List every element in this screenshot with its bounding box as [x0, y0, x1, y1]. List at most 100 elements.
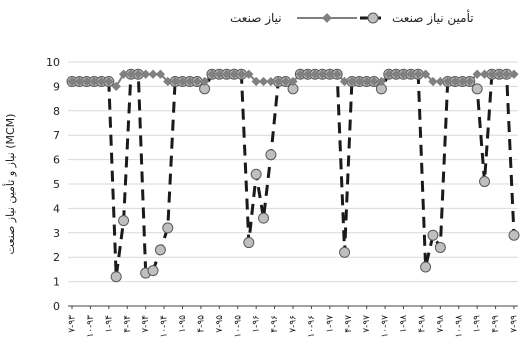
demand-point	[273, 76, 283, 87]
demand-point	[244, 69, 254, 79]
supply-point	[258, 212, 270, 224]
demand-point	[472, 69, 482, 79]
legend: نیاز صنعت تأمین نیاز صنعت	[230, 9, 474, 26]
demand-point	[104, 76, 114, 87]
x-tick-label: ۷-۹۷	[362, 315, 372, 333]
demand-point	[369, 76, 379, 87]
demand-point	[310, 69, 320, 79]
demand-point	[428, 76, 438, 87]
demand-point	[236, 69, 247, 79]
x-tick-label: ۴-۹۸	[417, 315, 427, 333]
demand-point	[398, 69, 409, 79]
demand-point	[339, 76, 350, 87]
y-tick-label: 8	[53, 105, 60, 118]
demand-point	[465, 76, 475, 87]
demand-point	[443, 76, 453, 87]
supply-point	[162, 222, 174, 234]
x-tick-label: ۱-۹۹	[473, 315, 483, 333]
legend-label-demand: نیاز صنعت	[230, 11, 282, 26]
demand-point	[266, 76, 276, 87]
x-tick-label: ۱-۹۴	[104, 315, 114, 333]
x-tick-label: ۱۰-۹۶	[307, 315, 317, 338]
demand-point	[502, 69, 512, 79]
demand-point	[420, 69, 431, 79]
demand-point	[281, 76, 291, 87]
gridlines	[68, 61, 518, 283]
demand-point	[118, 69, 129, 79]
x-axis-ticks: ۷-۹۳ ۱۰-۹۳ ۱-۹۴ ۴-۹۴ ۷-۹۴ ۱۰-۹۴ ۱-۹۵ ۴-۹۵ ۷-۹۵ ۱۰…	[68, 306, 520, 338]
demand-point	[332, 69, 342, 79]
demand-point	[457, 76, 468, 87]
demand-point	[435, 76, 445, 87]
x-tick-label: ۷-۹۶	[289, 315, 299, 333]
supply-point	[118, 215, 130, 227]
x-tick-label: ۱-۹۵	[178, 315, 188, 333]
demand-point	[384, 69, 394, 79]
demand-point	[229, 69, 239, 79]
demand-point	[163, 76, 173, 87]
supply-point	[147, 265, 159, 277]
demand-point	[74, 76, 84, 87]
supply-point	[508, 229, 520, 241]
y-axis-label: نیاز و تأمین نیاز صنعت (MCM)	[2, 114, 17, 255]
supply-point	[110, 271, 122, 283]
legend-marker-supply	[367, 12, 379, 24]
demand-point	[303, 69, 313, 79]
supply-point	[479, 176, 491, 188]
x-tick-label: ۱-۹۸	[399, 315, 409, 333]
demand-point	[258, 76, 269, 87]
demand-point	[295, 69, 305, 79]
demand-point	[288, 76, 298, 87]
supply-point	[265, 149, 277, 161]
x-tick-label: ۴-۹۹	[491, 315, 501, 333]
demand-point	[214, 69, 224, 79]
demand-point	[376, 76, 387, 87]
demand-point	[177, 76, 188, 87]
x-tick-label: ۷-۹۳	[68, 315, 78, 333]
x-tick-label: ۱۰-۹۳	[86, 315, 96, 338]
y-tick-label: 4	[53, 202, 60, 215]
demand-point	[199, 76, 210, 87]
x-tick-label: ۴-۹۵	[196, 315, 206, 333]
demand-point	[354, 76, 364, 87]
x-tick-label: ۴-۹۴	[123, 315, 133, 333]
y-tick-label: 2	[53, 251, 60, 264]
y-tick-label: 9	[53, 80, 60, 93]
demand-point	[494, 69, 504, 79]
supply-point	[250, 168, 262, 180]
demand-point	[347, 76, 357, 87]
demand-point	[141, 69, 151, 79]
supply-point	[154, 244, 166, 256]
demand-point	[185, 76, 195, 87]
x-tick-label: ۷-۹۵	[215, 315, 225, 333]
y-axis-ticks: 0 1 2 3 4 5 6 7 8 9 10	[46, 56, 60, 313]
x-tick-label: ۱۰-۹۴	[160, 315, 170, 338]
supply-point	[427, 229, 439, 241]
x-tick-label: ۷-۹۴	[141, 315, 151, 333]
demand-point	[111, 81, 121, 92]
y-tick-label: 5	[53, 178, 60, 191]
demand-point	[325, 69, 335, 79]
demand-point	[251, 76, 261, 87]
x-tick-label: ۱۰-۹۸	[454, 315, 464, 338]
y-tick-label: 0	[53, 300, 60, 313]
demand-point	[391, 69, 401, 79]
x-tick-label: ۷-۹۸	[436, 315, 446, 333]
series-layer	[66, 68, 520, 283]
x-tick-label: ۴-۹۷	[344, 315, 354, 333]
x-tick-label: ۱-۹۷	[325, 315, 335, 333]
demand-point	[207, 69, 217, 79]
demand-point	[479, 69, 490, 79]
supply-point	[471, 83, 483, 95]
demand-point	[133, 69, 143, 79]
demand-point	[192, 76, 202, 87]
demand-point	[82, 76, 92, 87]
legend-label-supply: تأمین نیاز صنعت	[392, 9, 474, 26]
demand-point	[67, 76, 77, 87]
y-tick-label: 1	[53, 276, 60, 289]
x-tick-label: ۱۰-۹۷	[381, 315, 391, 338]
y-tick-label: 10	[46, 56, 60, 69]
demand-point	[155, 69, 166, 79]
series-line-1	[72, 72, 516, 277]
x-tick-label: ۴-۹۶	[270, 315, 280, 333]
